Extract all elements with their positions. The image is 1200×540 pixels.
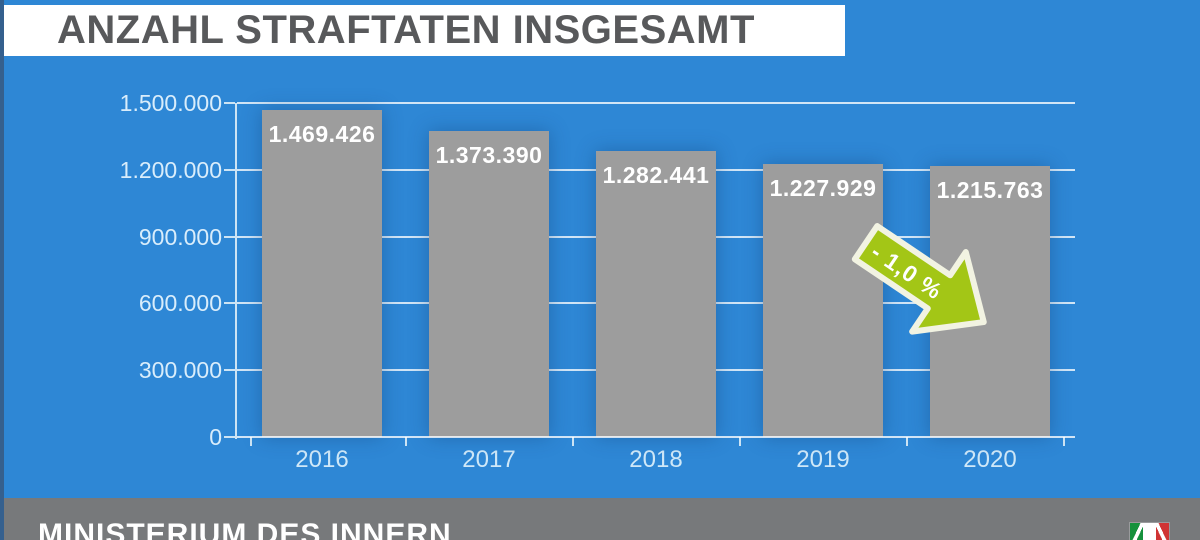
x-axis-tick [738,437,741,446]
y-axis-tick-label: 300.000 [138,357,222,384]
x-axis-tick [249,437,252,446]
decrease-arrow-shape [851,223,987,335]
x-axis-tick [905,437,908,446]
x-axis-label-2020: 2020 [963,446,1017,473]
footer-title: MINISTERIUM DES INNERN [38,518,452,540]
nrw-logo-white-stripe [1143,523,1156,540]
bar-value-label: 1.227.929 [769,175,877,201]
bar-2018: 1.282.441 [596,151,716,437]
x-axis-label-2017: 2017 [462,446,516,473]
x-axis-tick [571,437,574,446]
y-axis-tick-label: 1.500.000 [119,90,222,116]
x-axis-tick [404,437,407,446]
title-band: ANZAHL STRAFTATEN INSGESAMT [4,5,845,56]
bar-2017: 1.373.390 [429,131,549,437]
y-axis-tick [224,168,235,171]
y-axis-tick-label: 0 [209,424,222,450]
x-axis-labels: 2016 2017 2018 2019 2020 [237,446,1075,478]
bar-value-label: 1.215.763 [936,177,1044,203]
y-axis-tick [224,369,235,372]
y-axis-tick-label: 900.000 [138,223,222,250]
y-axis-line [235,103,237,439]
nrw-state-logo [1130,523,1169,540]
footer-band: MINISTERIUM DES INNERN [0,498,1200,540]
y-axis-tick [224,302,235,305]
bar-value-label: 1.373.390 [435,142,543,168]
y-axis-tick-label: 600.000 [138,290,222,317]
bar-2019: 1.227.929 [763,164,883,437]
left-edge-strip [0,0,4,540]
gridline [237,102,1075,104]
y-axis-tick [224,102,235,104]
page-title: ANZAHL STRAFTATEN INSGESAMT [57,8,755,52]
y-axis-labels: 1.500.000 1.200.000 900.000 600.000 300.000 0 [0,90,222,450]
x-axis-label-2016: 2016 [295,446,349,473]
decrease-arrow: - 1,0 % [851,223,987,335]
bar-value-label: 1.282.441 [602,162,710,188]
x-axis-label-2018: 2018 [629,446,683,473]
nrw-logo-green-stripe [1130,523,1143,540]
nrw-logo-red-stripe [1156,523,1169,540]
x-axis-tick [1062,437,1065,446]
bar-2016: 1.469.426 [262,110,382,437]
y-axis-tick [224,235,235,238]
gridline [237,436,1075,438]
x-axis-label-2019: 2019 [796,446,850,473]
y-axis-tick [224,436,235,438]
y-axis-tick-label: 1.200.000 [119,156,222,183]
bar-value-label: 1.469.426 [268,121,376,147]
